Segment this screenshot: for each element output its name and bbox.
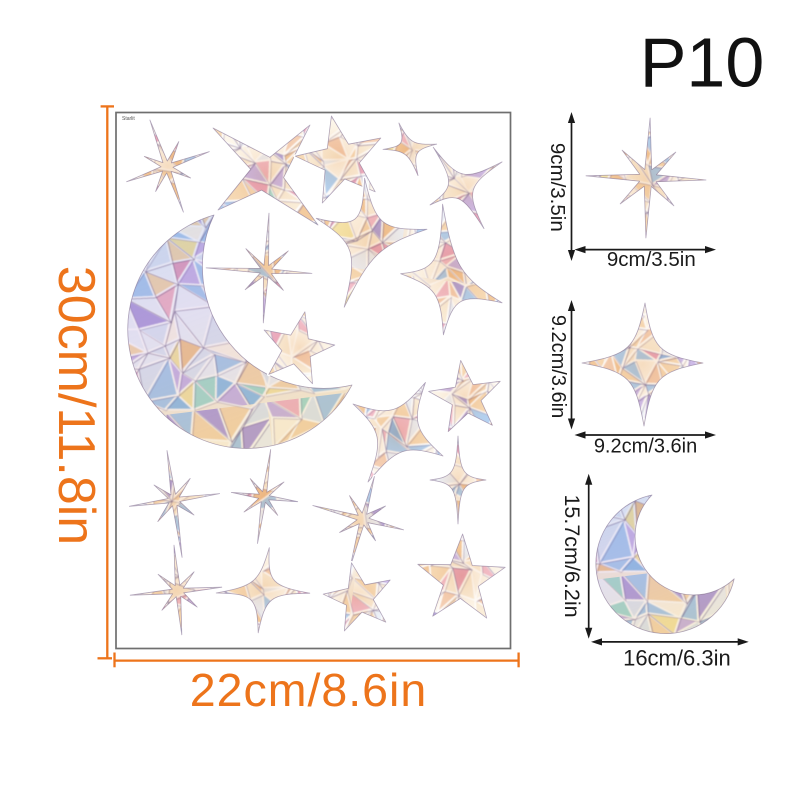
svg-text:30cm/11.8in: 30cm/11.8in: [47, 266, 105, 545]
svg-text:15.7cm/6.2in: 15.7cm/6.2in: [560, 494, 584, 617]
svg-text:9cm/3.5in: 9cm/3.5in: [607, 248, 696, 271]
svg-text:16cm/6.3in: 16cm/6.3in: [623, 646, 731, 671]
svg-text:9.2cm/3.6in: 9.2cm/3.6in: [547, 315, 569, 418]
svg-text:9cm/3.5in: 9cm/3.5in: [546, 143, 569, 232]
svg-text:9.2cm/3.6in: 9.2cm/3.6in: [594, 436, 697, 458]
svg-text:Starlit: Starlit: [122, 116, 135, 122]
svg-text:P10: P10: [640, 24, 765, 102]
svg-text:22cm/8.6in: 22cm/8.6in: [190, 664, 427, 716]
